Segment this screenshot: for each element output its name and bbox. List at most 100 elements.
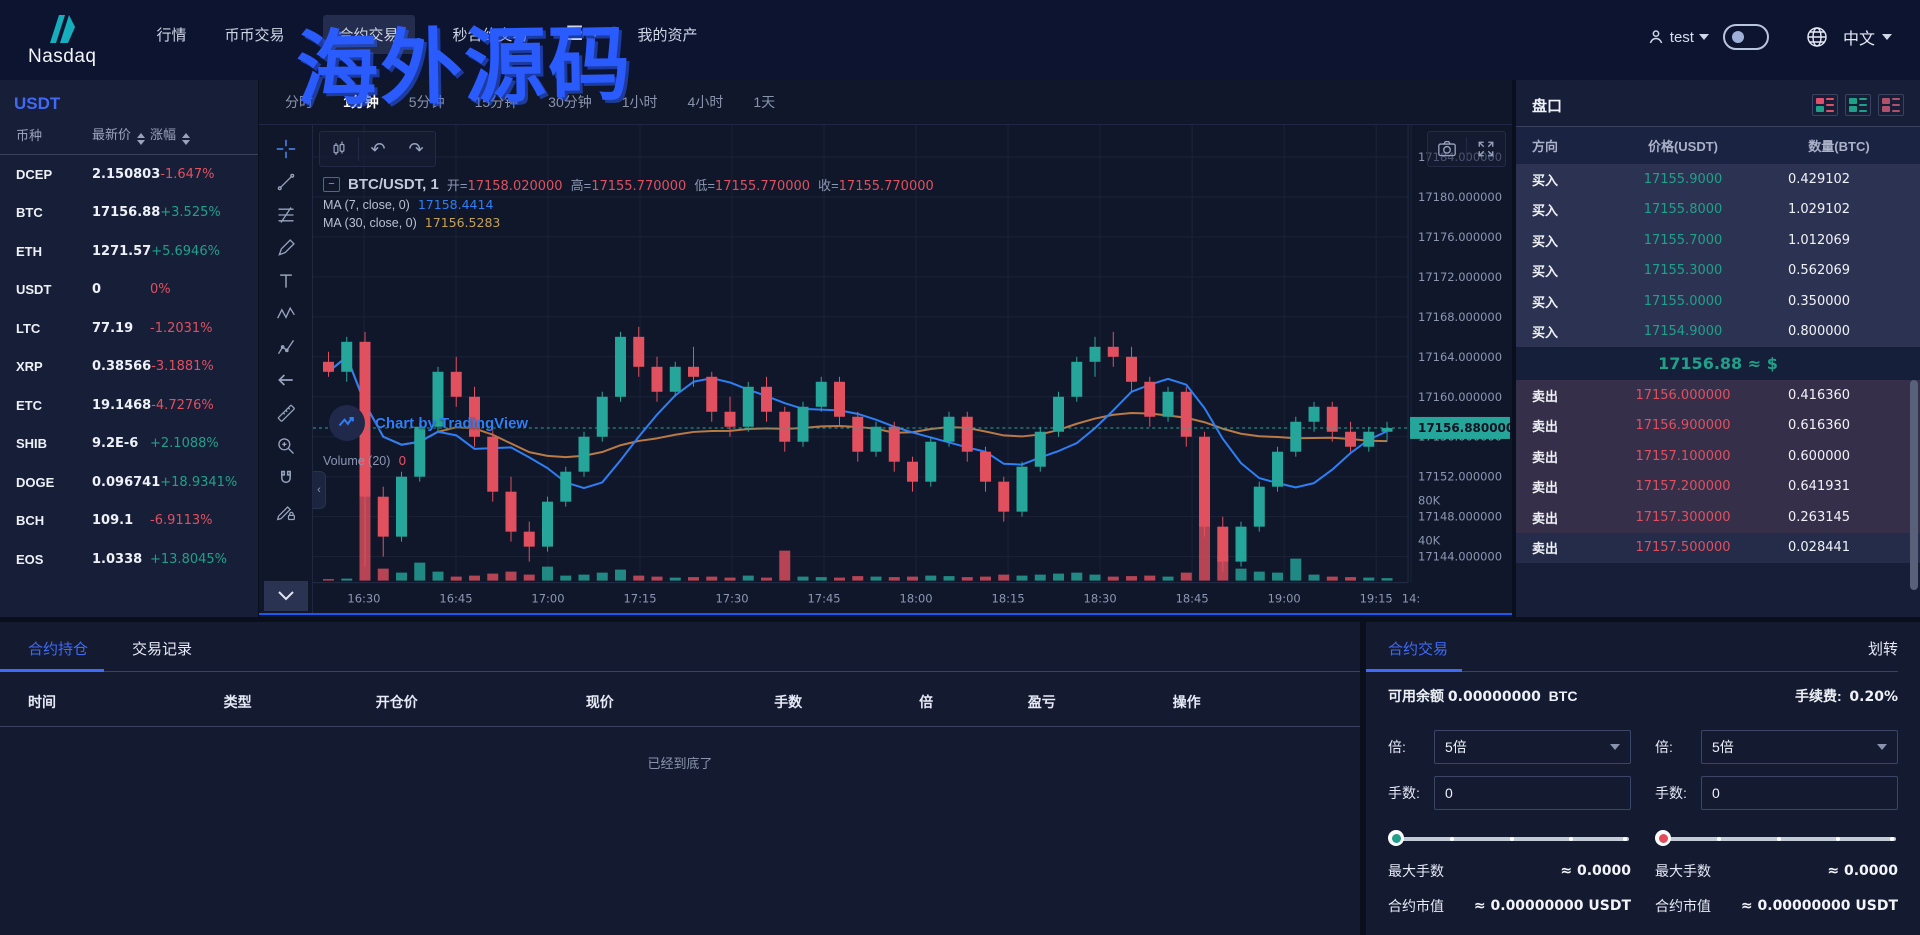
orderbook-ask-row-5[interactable]: 卖出 17157.500000 0.028441 — [1516, 532, 1920, 563]
sort-change-button[interactable] — [182, 133, 191, 145]
long-amount-input[interactable] — [1434, 776, 1631, 810]
long-max-lots-value: ≈ 0.0000 — [1560, 863, 1631, 879]
nav-item-1[interactable]: 币币交易 — [224, 26, 285, 44]
orderbook-bid-row-0[interactable]: 买入 17155.9000 0.429102 — [1532, 171, 1851, 188]
nav-item-2[interactable]: 合约交易 — [322, 14, 415, 54]
ruler-icon[interactable] — [269, 401, 303, 425]
timeframe-1小时[interactable]: 1小时 — [621, 94, 658, 110]
ob-col-2: 数量(BTC) — [1808, 139, 1870, 154]
chevron-down-icon — [1877, 744, 1887, 750]
tradingview-attribution[interactable]: Chart by TradingView — [329, 405, 528, 441]
svg-text:17176.000000: 17176.000000 — [1418, 230, 1502, 244]
svg-text:18:30: 18:30 — [1084, 592, 1117, 606]
coin-row-DCEP[interactable]: DCEP 2.150803 -1.647% — [16, 166, 215, 182]
magnet-icon[interactable] — [269, 467, 303, 491]
orderbook-bid-row-1[interactable]: 买入 17155.8000 1.029102 — [1532, 202, 1851, 219]
nav-item-3[interactable]: 秒合约交易 — [452, 26, 528, 44]
orderbook-bid-row-5[interactable]: 买入 17154.9000 0.800000 — [1532, 324, 1851, 341]
coin-row-XRP[interactable]: XRP 0.38566 -3.1881% — [16, 359, 214, 375]
undo-button[interactable]: ↶ — [370, 138, 386, 159]
max-lots-label: 最大手数 — [1388, 863, 1444, 879]
nav-item-4[interactable]: 我的资产 — [637, 26, 698, 44]
navbar: Nasdaq 行情 币币交易 合约交易 秒合约交易 ☰ 我的资产 test 中文 — [0, 0, 1920, 80]
orderbook-bids: 买入 17155.9000 0.429102 买入 17155.8000 1.029102… — [1516, 164, 1920, 347]
timeframe-1分钟[interactable]: 1分钟 — [343, 94, 379, 110]
short-amount-input[interactable] — [1701, 776, 1898, 810]
coin-row-ETC[interactable]: ETC 19.1468 -4.7276% — [16, 397, 214, 413]
transfer-link[interactable]: 划转 — [1867, 641, 1898, 658]
timeframe-5分钟[interactable]: 5分钟 — [408, 94, 445, 110]
redo-button[interactable]: ↷ — [408, 138, 424, 159]
fullscreen-button[interactable] — [1467, 132, 1505, 166]
markets-menu-button[interactable]: ☰ — [566, 24, 600, 44]
long-slider-handle[interactable] — [1388, 830, 1404, 846]
short-slider-handle[interactable] — [1655, 830, 1671, 846]
theme-toggle[interactable] — [1722, 24, 1769, 50]
coin-row-USDT[interactable]: USDT 0 0% — [16, 282, 171, 298]
timeframe-30分钟[interactable]: 30分钟 — [548, 94, 592, 110]
timeframe-4小时[interactable]: 4小时 — [687, 94, 724, 110]
toolbar-collapse-button[interactable] — [264, 581, 308, 611]
crosshair-icon[interactable] — [269, 137, 303, 161]
timeframe-分时[interactable]: 分时 — [285, 94, 313, 110]
user-menu[interactable]: test — [1647, 28, 1709, 46]
orderbook-ask-row-4[interactable]: 卖出 17157.300000 0.263145 — [1532, 509, 1851, 526]
timeframe-1天[interactable]: 1天 — [753, 94, 776, 110]
coin-row-LTC[interactable]: LTC 77.19 -1.2031% — [16, 320, 213, 336]
screenshot-button[interactable] — [1428, 132, 1466, 166]
forecast-icon[interactable] — [269, 335, 303, 359]
fib-retracement-icon[interactable] — [269, 203, 303, 227]
orderbook-ask-row-1[interactable]: 卖出 17156.900000 0.616360 — [1532, 418, 1851, 435]
chevron-down-icon — [1698, 34, 1709, 40]
chart-legend: − BTC/USDT, 1 开=17158.020000 高=17155.770… — [323, 176, 934, 230]
pos-col-5: 倍 — [919, 694, 934, 710]
sidebar-collapse-handle[interactable]: ‹ — [313, 471, 326, 509]
coin-row-BTC[interactable]: BTC 17156.88 +3.525% — [16, 205, 221, 221]
orderbook-ask-row-2[interactable]: 卖出 17157.100000 0.600000 — [1532, 448, 1851, 465]
zoom-in-icon[interactable] — [269, 434, 303, 458]
col-price: 最新价 — [92, 124, 150, 145]
book-both-icon[interactable] — [1812, 94, 1838, 116]
coin-row-ETH[interactable]: ETH 1271.57 +5.6946% — [16, 243, 220, 259]
short-leverage-select[interactable]: 5倍 — [1701, 730, 1898, 764]
long-leverage-select[interactable]: 5倍 — [1434, 730, 1631, 764]
long-amount-slider[interactable] — [1388, 830, 1629, 846]
coin-row-EOS[interactable]: EOS 1.0338 +13.8045% — [16, 551, 228, 567]
arrow-left-icon[interactable] — [269, 368, 303, 392]
market-label: USDT — [14, 94, 61, 113]
legend-collapse-button[interactable]: − — [323, 177, 340, 192]
language-selector[interactable]: 中文 — [1843, 25, 1892, 49]
book-buy-icon[interactable] — [1845, 94, 1871, 116]
tab-contract-trade[interactable]: 合约交易 — [1365, 638, 1463, 672]
coin-row-DOGE[interactable]: DOGE 0.096741 +18.9341% — [16, 474, 238, 490]
brush-icon[interactable] — [269, 236, 303, 260]
svg-text:19:00: 19:00 — [1268, 592, 1301, 606]
ma30-label: MA (30, close, 0) 17156.5283 — [323, 215, 501, 230]
svg-text:17156.880000: 17156.880000 — [1418, 421, 1512, 435]
orderbook-ask-row-0[interactable]: 卖出 17156.000000 0.416360 — [1532, 387, 1851, 404]
timeframe-15分钟[interactable]: 15分钟 — [474, 94, 519, 110]
nav-item-0[interactable]: 行情 — [156, 26, 187, 44]
coin-row-BCH[interactable]: BCH 109.1 -6.9113% — [16, 513, 213, 529]
orderbook-ask-row-3[interactable]: 卖出 17157.200000 0.641931 — [1532, 479, 1851, 496]
svg-text:16:45: 16:45 — [439, 592, 472, 606]
pattern-icon[interactable] — [269, 302, 303, 326]
orderbook-bid-row-2[interactable]: 买入 17155.7000 1.012069 — [1532, 232, 1851, 249]
tab-1[interactable]: 交易记录 — [132, 641, 193, 658]
coin-row-SHIB[interactable]: SHIB 9.2E-6 +2.1088% — [16, 436, 219, 452]
tab-0[interactable]: 合约持仓 — [0, 638, 105, 672]
book-sell-icon[interactable] — [1878, 94, 1904, 116]
short-amount-slider[interactable] — [1655, 830, 1896, 846]
nasdaq-logo[interactable]: Nasdaq — [28, 13, 97, 68]
candle-style-button[interactable] — [320, 132, 358, 166]
orderbook-scrollbar[interactable] — [1910, 380, 1918, 590]
coin-sidebar: USDT 币种 最新价 涨幅 DCEP 2.150803 -1.647% BTC 171… — [0, 80, 258, 617]
text-icon[interactable] — [269, 269, 303, 293]
trend-line-icon[interactable] — [269, 170, 303, 194]
drawing-lock-icon[interactable] — [269, 500, 303, 524]
sort-price-button[interactable] — [137, 133, 146, 145]
username: test — [1669, 28, 1694, 46]
orderbook-bid-row-3[interactable]: 买入 17155.3000 0.562069 — [1532, 263, 1851, 280]
orderbook-bid-row-4[interactable]: 买入 17155.0000 0.350000 — [1532, 293, 1851, 310]
volume-label: Volume (20) 0 — [323, 453, 407, 468]
